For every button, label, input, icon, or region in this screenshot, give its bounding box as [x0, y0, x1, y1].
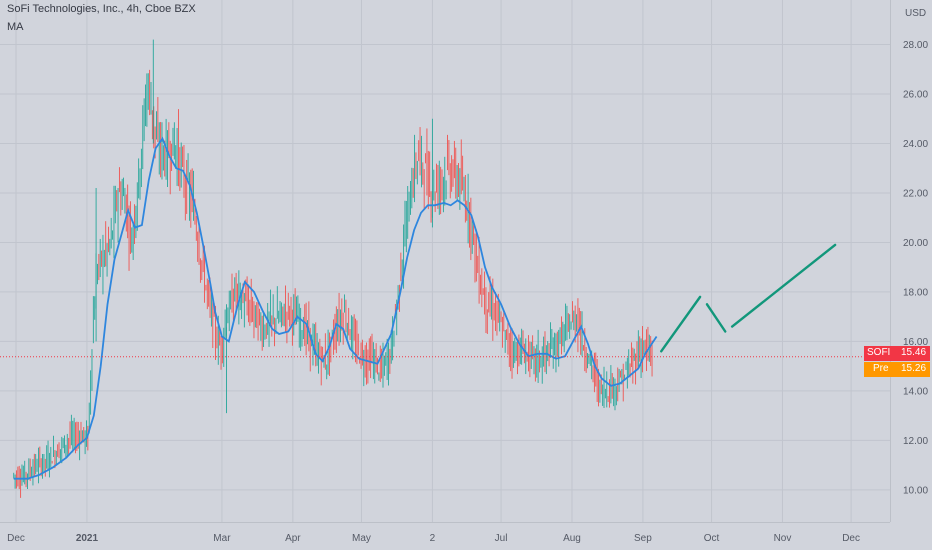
- y-tick-label: 20.00: [903, 238, 928, 249]
- premarket-price-tag-value: 15.26: [901, 363, 927, 375]
- x-tick-label: 2021: [76, 533, 99, 544]
- x-tick-label: 2: [430, 533, 436, 544]
- chart-title: SoFi Technologies, Inc., 4h, Cboe BZX: [7, 3, 196, 15]
- premarket-price-tag-symbol: Pre: [873, 363, 889, 375]
- x-tick-label: Dec: [7, 533, 25, 544]
- currency-label: USD: [905, 8, 926, 19]
- x-tick-label: Mar: [213, 533, 231, 544]
- y-tick-label: 12.00: [903, 436, 928, 447]
- projection-segment: [705, 303, 727, 333]
- x-tick-label: Apr: [285, 533, 301, 544]
- x-tick-label: May: [352, 533, 371, 544]
- y-tick-label: 10.00: [903, 485, 928, 496]
- moving-average-line: [13, 136, 658, 480]
- x-tick-label: Aug: [563, 533, 581, 544]
- y-tick-label: 24.00: [903, 139, 928, 150]
- y-tick-label: 26.00: [903, 90, 928, 101]
- symbol-price-tag-symbol: SOFI: [867, 347, 891, 359]
- symbol-price-tag-value: 15.46: [901, 347, 927, 359]
- x-tick-label: Dec: [842, 533, 860, 544]
- vertical-gridlines: [15, 0, 852, 522]
- x-tick-label: Jul: [495, 533, 508, 544]
- projection-lines: [660, 243, 837, 353]
- indicator-label: MA: [7, 21, 24, 33]
- price-axis[interactable]: 28.00 26.00 24.00 22.00 20.00 18.00 16.00 14.00…: [903, 40, 928, 496]
- symbol-price-tag: SOFI 15.46: [864, 346, 930, 362]
- y-tick-label: 16.00: [903, 337, 928, 348]
- projection-segment: [730, 243, 837, 328]
- time-axis[interactable]: Dec 2021 Mar Apr May 2 Jul Aug Sep Oct Nov Dec: [7, 533, 860, 544]
- y-tick-label: 18.00: [903, 287, 928, 298]
- y-tick-label: 28.00: [903, 40, 928, 51]
- x-tick-label: Oct: [704, 533, 720, 544]
- premarket-price-tag: Pre 15.26: [864, 362, 930, 378]
- projection-segment: [660, 295, 702, 353]
- y-tick-label: 22.00: [903, 188, 928, 199]
- x-tick-label: Nov: [774, 533, 792, 544]
- y-tick-label: 14.00: [903, 386, 928, 397]
- x-tick-label: Sep: [634, 533, 652, 544]
